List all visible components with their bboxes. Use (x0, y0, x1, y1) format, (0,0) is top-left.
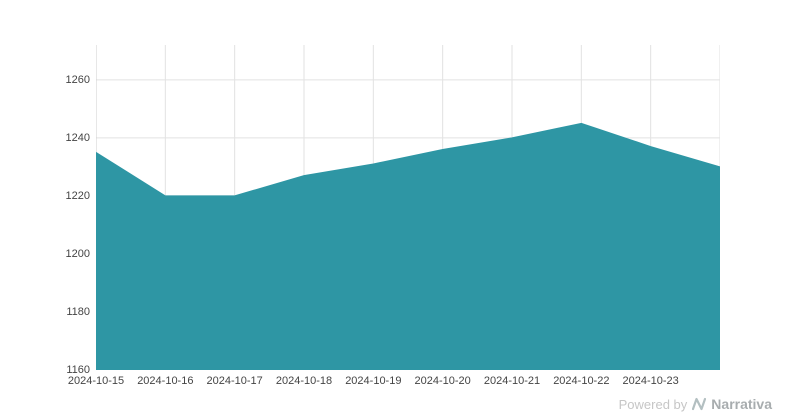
area-chart-svg (96, 45, 720, 370)
plot-area (96, 45, 720, 370)
powered-by-label: Powered by (618, 396, 688, 412)
y-tick-label: 1240 (65, 131, 90, 144)
x-tick-label: 2024-10-16 (137, 375, 194, 387)
x-tick-label: 2024-10-18 (275, 375, 333, 387)
y-tick-label: 1160 (66, 364, 90, 376)
x-tick-label: 2024-10-20 (414, 375, 471, 387)
y-tick-label: 1200 (65, 247, 90, 260)
x-tick-label: 2024-10-19 (345, 375, 402, 387)
x-tick-label: 2024-10-17 (206, 375, 263, 387)
watermark: Powered by Narrativa (619, 396, 772, 412)
x-tick-label: 2024-10-21 (483, 375, 541, 387)
y-tick-label: 1220 (65, 189, 90, 202)
y-tick-label: 1180 (66, 305, 90, 318)
narrativa-logo-icon (692, 397, 707, 411)
x-tick-label: 2024-10-22 (553, 375, 610, 387)
y-tick-label: 1260 (65, 73, 90, 86)
x-tick-label: 2024-10-23 (622, 375, 679, 387)
x-tick-label: 2024-10-15 (67, 375, 125, 387)
brand-name: Narrativa (711, 396, 772, 412)
